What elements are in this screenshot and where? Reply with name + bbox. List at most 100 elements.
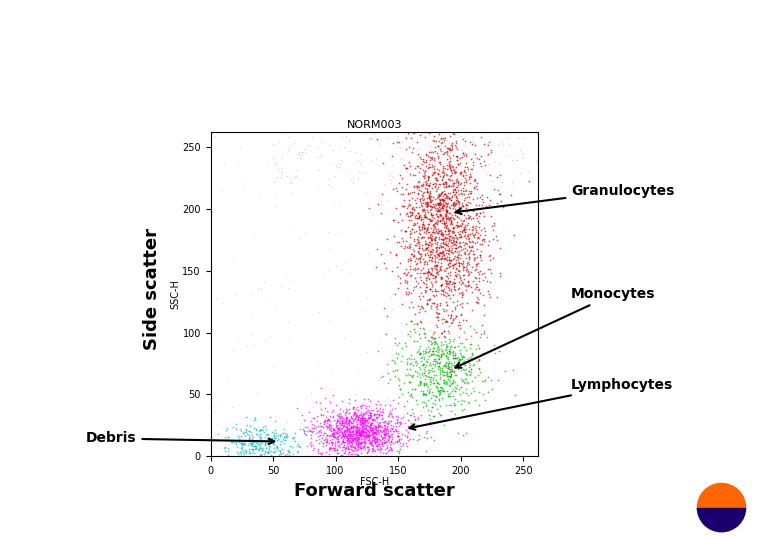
Point	[397, 237, 410, 245]
Point	[414, 289, 427, 298]
Point	[424, 233, 437, 241]
Point	[265, 435, 278, 444]
Point	[419, 210, 431, 219]
Point	[246, 437, 258, 446]
Point	[390, 251, 402, 259]
Point	[240, 413, 253, 421]
Point	[486, 177, 498, 186]
Point	[330, 428, 342, 437]
Point	[442, 401, 455, 410]
Point	[340, 422, 353, 431]
Point	[437, 238, 449, 247]
Point	[380, 427, 392, 435]
Point	[355, 419, 367, 428]
Point	[465, 214, 477, 223]
Point	[409, 171, 421, 180]
Point	[421, 188, 434, 197]
Point	[356, 417, 368, 426]
Point	[470, 221, 482, 230]
Point	[225, 402, 238, 411]
Point	[460, 286, 473, 295]
Point	[321, 415, 334, 424]
Point	[382, 447, 395, 455]
Point	[342, 415, 355, 424]
Point	[491, 173, 503, 181]
Point	[337, 436, 349, 444]
Point	[259, 447, 271, 456]
Point	[438, 226, 451, 235]
Point	[343, 427, 356, 436]
Point	[441, 202, 453, 211]
Point	[427, 234, 440, 243]
Point	[395, 357, 407, 366]
Point	[427, 156, 440, 164]
Point	[337, 431, 349, 440]
Point	[303, 440, 316, 448]
Point	[470, 283, 482, 292]
Point	[370, 441, 382, 449]
Point	[430, 371, 442, 380]
Point	[332, 423, 345, 432]
Point	[425, 69, 438, 78]
Point	[431, 199, 444, 208]
Point	[413, 380, 426, 389]
Point	[455, 186, 467, 194]
Point	[354, 420, 367, 428]
Point	[323, 446, 335, 454]
Point	[488, 340, 500, 349]
Point	[243, 431, 255, 440]
Point	[443, 209, 456, 218]
Point	[460, 186, 473, 194]
Point	[325, 437, 338, 446]
Point	[436, 124, 448, 132]
Point	[427, 373, 439, 382]
Point	[438, 219, 451, 227]
Point	[298, 426, 310, 434]
Point	[255, 434, 268, 442]
Point	[436, 387, 448, 396]
Point	[422, 233, 434, 241]
Point	[446, 228, 459, 237]
Point	[323, 420, 335, 428]
Point	[427, 219, 440, 228]
Point	[429, 234, 441, 242]
Point	[432, 192, 445, 200]
Point	[375, 414, 388, 423]
Point	[445, 341, 457, 350]
Point	[239, 432, 251, 441]
Point	[431, 344, 444, 353]
Point	[424, 376, 436, 385]
Point	[458, 241, 470, 249]
Point	[448, 279, 461, 288]
Point	[423, 192, 435, 201]
Point	[454, 300, 466, 309]
Point	[420, 244, 432, 252]
Point	[417, 158, 430, 166]
Point	[431, 249, 444, 258]
Point	[392, 417, 404, 426]
Point	[340, 415, 353, 424]
Point	[197, 447, 210, 455]
Point	[391, 143, 403, 151]
Point	[328, 430, 340, 438]
Point	[458, 225, 470, 234]
Point	[340, 405, 353, 414]
Point	[444, 157, 456, 165]
Point	[246, 435, 258, 443]
Point	[385, 429, 397, 438]
Point	[281, 450, 293, 459]
Point	[460, 214, 473, 222]
Point	[435, 281, 448, 289]
Point	[414, 256, 427, 265]
Point	[387, 367, 399, 375]
Point	[402, 254, 414, 263]
Point	[347, 442, 360, 451]
Point	[427, 203, 440, 212]
Point	[443, 271, 456, 280]
Point	[413, 237, 426, 246]
Point	[444, 342, 456, 351]
Point	[221, 374, 233, 383]
Point	[411, 336, 424, 345]
Point	[432, 195, 445, 204]
Point	[456, 339, 468, 347]
